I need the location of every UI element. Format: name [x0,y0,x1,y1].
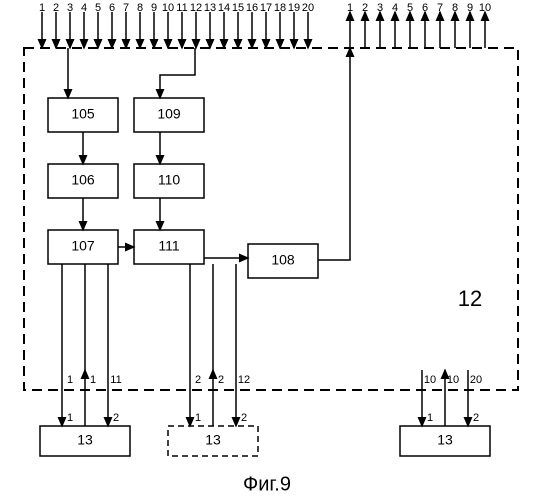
top-input-label: 3 [67,2,73,14]
port-label: 2 [113,412,119,424]
top-input-label: 7 [123,2,129,14]
top-input-label: 9 [151,2,157,14]
top-output-label: 1 [347,2,353,14]
top-input-label: 13 [204,2,216,14]
top-input-label: 5 [95,2,101,14]
top-output-label: 7 [437,2,443,14]
block-109-label: 109 [157,106,181,122]
block-13-label: 13 [77,432,93,448]
top-input-label: 6 [109,2,115,14]
top-output-label: 4 [392,2,398,14]
top-input-label: 15 [232,2,244,14]
top-output-label: 10 [479,2,491,14]
block-12-label: 12 [458,286,482,311]
top-output-label: 6 [422,2,428,14]
top-input-label: 19 [288,2,300,14]
port-label: 12 [238,374,250,386]
top-output-label: 5 [407,2,413,14]
port-label: 1 [67,412,73,424]
top-input-label: 16 [246,2,258,14]
diagram-canvas: 1212345678910111213141516171819201234567… [0,0,535,500]
figure-caption: Фиг.9 [243,473,291,495]
port-label: 1 [427,412,433,424]
top-output-label: 3 [377,2,383,14]
top-input-label: 12 [190,2,202,14]
port-label: 2 [241,412,247,424]
port-label: 10 [447,374,459,386]
top-input-label: 14 [218,2,230,14]
top-output-label: 2 [362,2,368,14]
top-input-label: 10 [162,2,174,14]
block-108-label: 108 [271,252,295,268]
port-label: 1 [195,412,201,424]
port-label: 2 [218,374,224,386]
block-110-label: 110 [158,172,181,188]
block-13-label: 13 [205,432,221,448]
port-label: 1 [67,374,73,386]
block-111-label: 111 [158,238,179,254]
top-input-label: 11 [176,2,187,14]
port-label: 10 [424,374,436,386]
top-input-label: 8 [137,2,143,14]
top-input-label: 17 [260,2,272,14]
top-input-label: 1 [39,2,45,14]
top-input-label: 4 [81,2,87,14]
block-13-label: 13 [437,432,453,448]
port-label: 2 [473,412,479,424]
top-output-label: 9 [467,2,473,14]
port-label: 1 [90,374,96,386]
top-input-label: 18 [274,2,286,14]
block-107-label: 107 [71,238,95,254]
top-input-label: 2 [53,2,59,14]
block-105-label: 105 [71,106,95,122]
block-106-label: 106 [71,172,95,188]
top-output-label: 8 [452,2,458,14]
port-label: 20 [470,374,482,386]
port-label: 11 [110,374,121,386]
port-label: 2 [195,374,201,386]
top-input-label: 20 [302,2,314,14]
